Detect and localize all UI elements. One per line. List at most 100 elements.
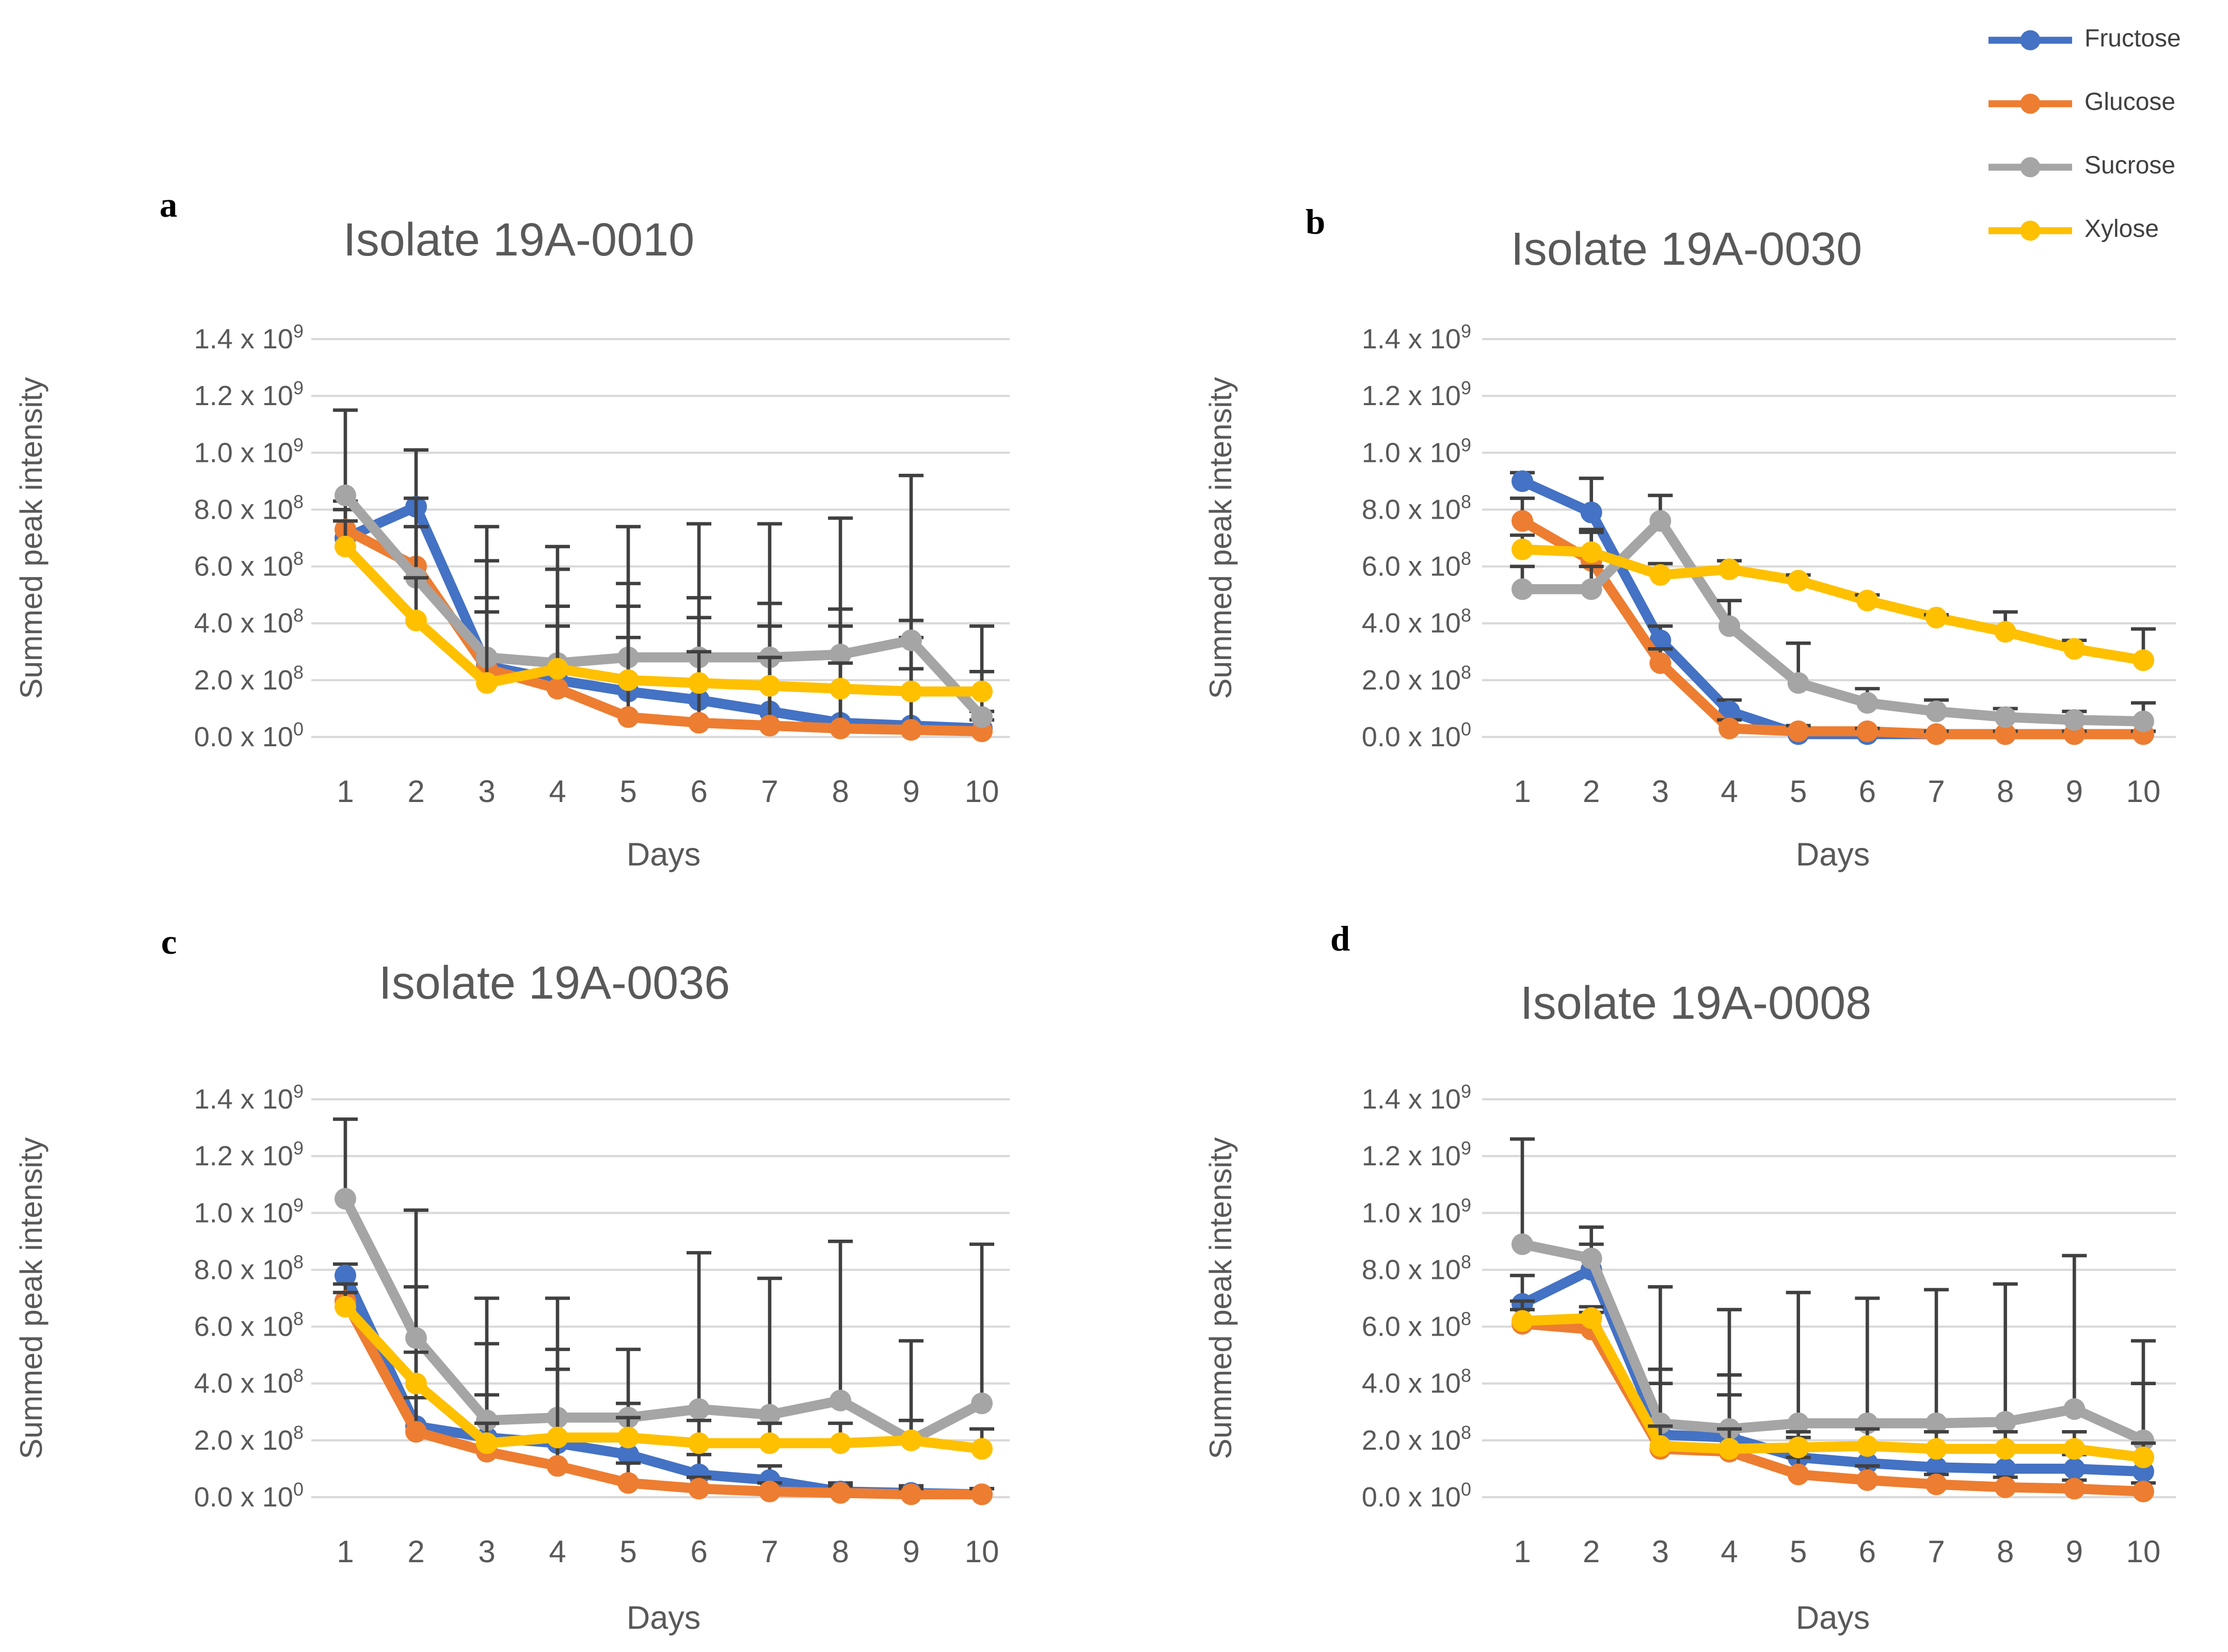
marker-glucose: [405, 1421, 427, 1443]
x-tick-label: 3: [478, 1534, 495, 1569]
x-tick-label: 7: [761, 774, 778, 809]
marker-xylose: [2132, 1446, 2154, 1468]
legend-line-marker-xylose: [1988, 220, 2072, 241]
x-tick-label: 1: [337, 1534, 354, 1569]
error-bars-sucrose: [1510, 493, 2156, 721]
panel-title-d: Isolate 19A-0008: [1520, 979, 1872, 1030]
marker-xylose: [759, 1432, 781, 1454]
y-tick-label: 4.0 x 108: [194, 605, 304, 639]
marker-sucrose: [830, 1389, 851, 1412]
y-tick-label: 6.0 x 108: [194, 1308, 304, 1342]
axis-title-y: Summed peak intensity: [1203, 377, 1238, 699]
x-tick-label: 3: [478, 774, 495, 809]
marker-glucose: [617, 706, 639, 728]
series-sucrose: [1510, 493, 2156, 732]
marker-sucrose: [476, 1409, 498, 1432]
x-tick-label: 2: [407, 774, 424, 809]
marker-glucose: [759, 1480, 781, 1502]
series-sucrose: [1510, 1137, 2156, 1451]
panel-c: 0.0 x 100 2.0 x 108 4.0 x 108 6.0 x 108 8.0 …: [14, 1081, 1010, 1636]
series-line-sucrose: [1517, 516, 2149, 727]
panel-a: 0.0 x 100 2.0 x 108 4.0 x 108 6.0 x 108 8.0 …: [14, 320, 1010, 873]
y-tick-label: 1.4 x 109: [1362, 320, 1471, 355]
x-tick-label: 3: [1652, 1534, 1669, 1569]
x-tick-label: 5: [619, 774, 636, 809]
x-tick-label: 10: [2126, 774, 2161, 809]
marker-xylose: [971, 1438, 993, 1460]
marker-glucose: [2063, 1478, 2086, 1500]
y-tick-label: 1.4 x 109: [194, 320, 304, 355]
x-tick-label: 6: [1859, 774, 1876, 809]
marker-xylose: [1994, 1438, 2016, 1460]
legend-line-marker-sucrose: [1988, 157, 2072, 178]
marker-xylose: [1925, 1438, 1947, 1460]
x-axis-ticks: 1 2 3 4 5 6 7 8 9 10: [337, 774, 999, 809]
legend-item-sucrose: Sucrose: [1987, 153, 2181, 180]
series-xylose: [333, 1291, 994, 1460]
marker-glucose: [1787, 1463, 1809, 1485]
panel-b: 0.0 x 100 2.0 x 108 4.0 x 108 6.0 x 108 8.0 …: [1203, 320, 2176, 873]
y-tick-label: 1.4 x 109: [194, 1081, 304, 1115]
marker-fructose: [1994, 1457, 2016, 1480]
x-tick-label: 2: [1583, 1534, 1600, 1569]
y-tick-label: 8.0 x 108: [194, 1251, 304, 1285]
series-line-sucrose: [340, 490, 987, 723]
marker-sucrose: [1511, 578, 1533, 600]
marker-glucose: [1994, 723, 2016, 745]
series-xylose: [1510, 1305, 2156, 1468]
marker-glucose: [688, 1478, 710, 1500]
y-tick-label: 0.0 x 100: [194, 1479, 304, 1513]
y-tick-label: 8.0 x 108: [1362, 491, 1471, 525]
marker-sucrose: [759, 1404, 781, 1426]
marker-xylose: [1511, 538, 1533, 560]
error-bars-sucrose: [333, 408, 994, 717]
x-tick-label: 5: [1790, 774, 1807, 809]
series-fructose: [1510, 470, 2156, 745]
panel-title-a: Isolate 19A-0010: [343, 215, 695, 266]
x-tick-label: 9: [902, 1534, 919, 1569]
marker-glucose: [900, 1483, 922, 1505]
series-line-sucrose: [340, 1194, 987, 1446]
x-tick-label: 6: [690, 1534, 707, 1569]
y-tick-label: 1.4 x 109: [1362, 1081, 1471, 1115]
y-tick-label: 1.0 x 109: [194, 1194, 304, 1228]
marker-glucose: [1718, 717, 1740, 740]
series-line-glucose: [340, 1296, 987, 1500]
series-fructose: [333, 1262, 994, 1505]
marker-fructose: [2063, 1457, 2086, 1480]
marker-glucose: [900, 719, 922, 741]
marker-xylose: [971, 680, 993, 702]
y-tick-label: 1.0 x 109: [194, 434, 304, 468]
marker-xylose: [688, 672, 710, 694]
panel-letter-a: a: [160, 186, 178, 224]
x-tick-label: 1: [1514, 774, 1531, 809]
marker-xylose: [1787, 1436, 1809, 1458]
error-bars-xylose: [333, 519, 994, 692]
marker-xylose: [617, 669, 639, 691]
x-tick-label: 10: [965, 774, 999, 809]
marker-sucrose: [971, 1392, 993, 1415]
x-tick-label: 8: [832, 1534, 849, 1569]
marker-sucrose: [830, 644, 851, 666]
marker-glucose: [2132, 1480, 2154, 1502]
marker-xylose: [405, 610, 427, 632]
marker-xylose: [759, 675, 781, 697]
marker-sucrose: [688, 1398, 710, 1420]
marker-sucrose: [2132, 710, 2154, 732]
y-tick-label: 8.0 x 108: [1362, 1251, 1471, 1285]
axis-title-x: Days: [1796, 1600, 1870, 1636]
y-tick-label: 1.2 x 109: [1362, 1137, 1471, 1172]
axis-title-x: Days: [627, 837, 701, 873]
marker-glucose: [1856, 1469, 1879, 1491]
axis-title-x: Days: [1796, 837, 1870, 873]
y-tick-label: 1.2 x 109: [194, 1137, 304, 1172]
marker-sucrose: [971, 706, 993, 728]
marker-glucose: [547, 1455, 568, 1477]
gridlines: [1482, 1098, 2176, 1499]
y-tick-label: 2.0 x 108: [1362, 1422, 1471, 1456]
x-tick-label: 4: [549, 1534, 566, 1569]
gridlines: [311, 338, 1010, 739]
y-tick-label: 1.2 x 109: [1362, 377, 1471, 411]
marker-glucose: [830, 1482, 851, 1504]
